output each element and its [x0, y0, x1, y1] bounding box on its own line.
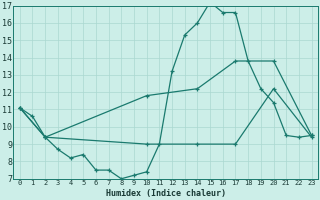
X-axis label: Humidex (Indice chaleur): Humidex (Indice chaleur) [106, 189, 226, 198]
